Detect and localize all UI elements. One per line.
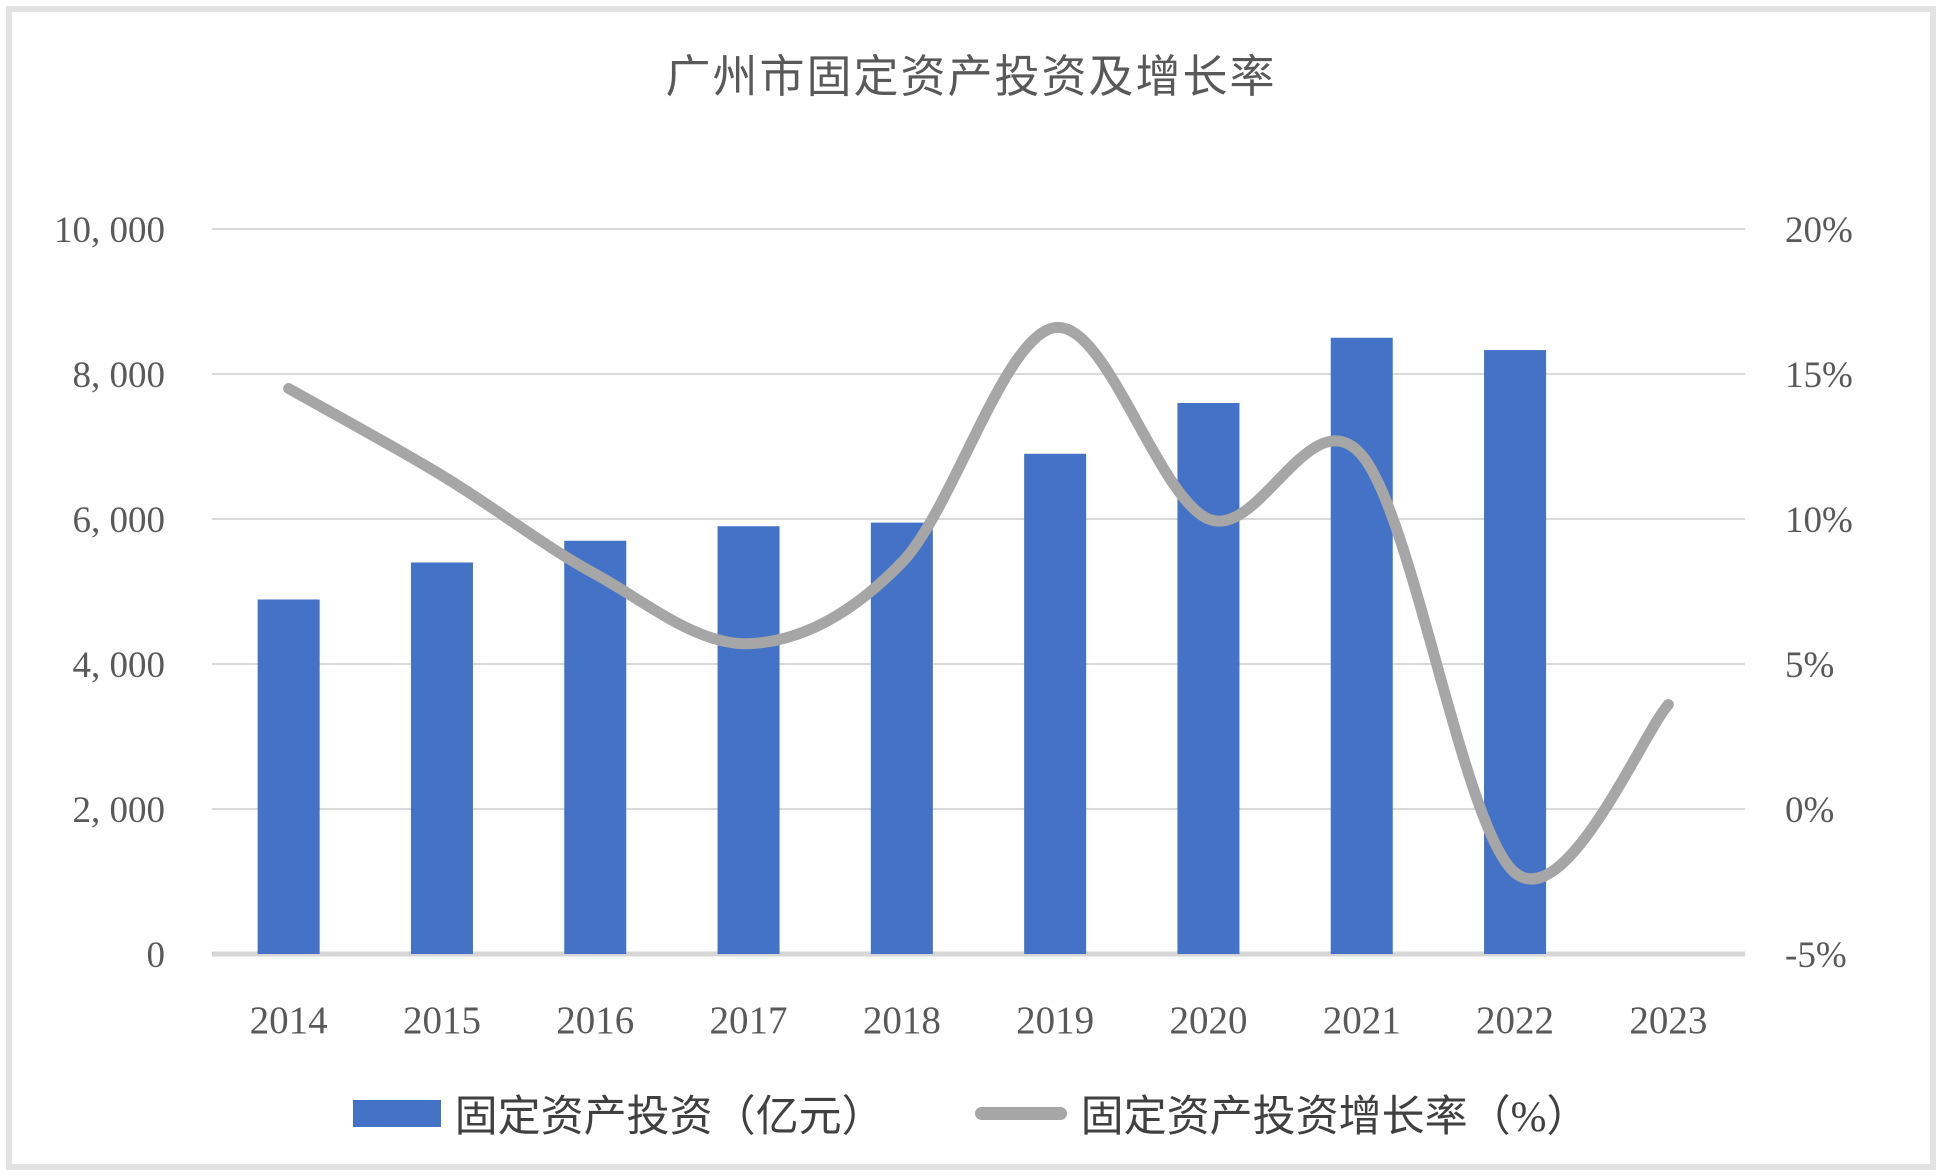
y-axis-left-tick: 0 <box>147 935 166 976</box>
y-axis-right-tick: -5% <box>1785 935 1847 976</box>
x-axis-tick-2017: 2017 <box>710 999 788 1042</box>
bar-2015 <box>410 562 473 954</box>
y-axis-right-tick: 15% <box>1785 355 1853 396</box>
bar-2022 <box>1484 350 1547 954</box>
y-axis-right-tick: 0% <box>1785 790 1834 831</box>
y-axis-left-tick: 2, 000 <box>73 790 166 831</box>
legend-growth-rate-label: 固定资产投资增长率（%） <box>1080 1094 1590 1141</box>
bar-2021 <box>1330 337 1393 954</box>
chart-title: 广州市固定资产投资及增长率 <box>665 52 1277 102</box>
x-axis-tick-2014: 2014 <box>250 999 328 1042</box>
y-axis-right-tick: 5% <box>1785 645 1834 686</box>
growth-rate-line <box>283 322 1674 885</box>
x-axis-tick-2015: 2015 <box>403 999 481 1042</box>
x-axis-tick-2016: 2016 <box>556 999 634 1042</box>
line-series-swatch-icon <box>974 1106 1067 1120</box>
bar-2017 <box>717 526 780 954</box>
legend: 固定资产投资（亿元） 固定资产投资增长率（%） <box>0 1082 1942 1144</box>
x-axis-tick-2021: 2021 <box>1323 999 1401 1042</box>
bar-2019 <box>1024 453 1087 954</box>
y-axis-left-tick: 10, 000 <box>54 210 165 251</box>
legend-entry-investment: 固定资产投资（亿元） <box>352 1082 885 1144</box>
bar-2016 <box>564 540 627 954</box>
y-axis-left-tick: 4, 000 <box>73 645 166 686</box>
y-axis-left-tick: 8, 000 <box>73 355 166 396</box>
bar-2018 <box>870 522 933 954</box>
y-axis-right-tick: 20% <box>1785 210 1853 251</box>
bar-series-swatch-icon <box>352 1099 441 1127</box>
bar-2020 <box>1177 403 1240 954</box>
x-axis-tick-2020: 2020 <box>1169 999 1247 1042</box>
x-axis-tick-2019: 2019 <box>1016 999 1094 1042</box>
x-axis-tick-2023: 2023 <box>1629 999 1707 1042</box>
y-axis-right-tick: 10% <box>1785 500 1853 541</box>
y-axis-left-tick: 6, 000 <box>73 500 166 541</box>
legend-entry-growth-rate: 固定资产投资增长率（%） <box>974 1082 1590 1144</box>
legend-investment-label: 固定资产投资（亿元） <box>454 1094 885 1141</box>
x-axis-tick-2022: 2022 <box>1476 999 1554 1042</box>
bar-2014 <box>257 599 320 954</box>
x-axis-tick-2018: 2018 <box>863 999 941 1042</box>
